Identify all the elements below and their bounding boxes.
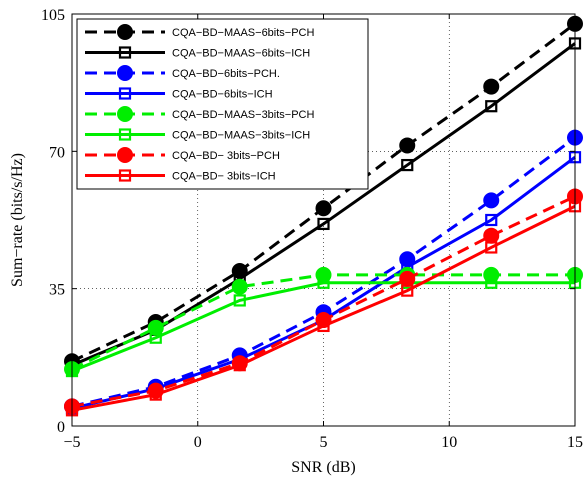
y-tick-label: 0 [57,419,65,436]
data-point [118,46,132,59]
legend-item: CQA−BD−MAAS−6bits−ICH [85,46,310,60]
y-axis-label: Sum−rate (bits/s/Hz) [9,153,26,287]
data-point [117,147,133,163]
data-point [317,276,330,289]
data-point [483,78,500,95]
data-point [118,169,132,182]
legend-label: CQA−BD− 3bits−PCH [172,150,280,162]
legend-label: CQA−BD−MAAS−6bits−PCH [172,27,315,39]
data-point [483,227,500,244]
legend: CQA−BD−MAAS−6bits−PCH CQA−BD−MAAS−6bits−I… [76,18,369,190]
legend-label: CQA−BD−MAAS−3bits−ICH [172,130,310,142]
data-point [231,278,248,295]
legend-label: CQA−BD− 3bits−ICH [172,171,276,183]
data-point [118,87,132,100]
data-point [401,158,414,172]
data-point [118,128,132,141]
data-point [117,24,133,40]
data-point [149,331,162,344]
legend-item: CQA−BD−MAAS−6bits−PCH [85,24,315,40]
series-line [71,204,576,412]
x-tick-label: 15 [567,434,583,451]
x-tick-label: 5 [320,434,328,451]
data-point [233,359,246,372]
data-point [485,100,498,113]
legend-item: CQA−BD−6bits−ICH [85,87,273,101]
data-point [399,137,416,154]
y-tick-label: 35 [49,282,65,299]
legend-label: CQA−BD−MAAS−6bits−ICH [172,48,310,60]
legend-item: CQA−BD−MAAS−3bits−ICH [85,128,310,142]
data-point [485,276,498,289]
data-point [317,319,330,333]
legend-item: CQA−BD− 3bits−ICH [85,169,276,183]
x-tick-label: 0 [194,434,202,451]
data-point [315,200,332,217]
y-tick-label: 105 [41,7,65,24]
y-tick-label: 70 [49,144,65,161]
x-axis-label: SNR (dB) [291,459,355,476]
data-point [317,217,330,231]
data-point [485,241,498,254]
data-point [233,294,246,307]
data-point [117,106,133,122]
data-point [485,213,498,227]
legend-item: CQA−BD− 3bits−PCH [85,147,280,163]
legend-item: CQA−BD−6bits−PCH. [85,65,280,81]
series-line [71,281,575,373]
legend-label: CQA−BD−6bits−PCH. [172,68,280,80]
x-tick-label: −5 [63,434,80,451]
legend-label: CQA−BD−MAAS−3bits−PCH [172,109,315,121]
legend-item: CQA−BD−MAAS−3bits−PCH [85,106,315,122]
data-point [401,284,414,297]
data-point [117,65,133,81]
data-point [483,192,500,209]
data-point [149,388,162,401]
legend-box [76,18,369,190]
x-tick-label: 10 [441,434,457,451]
data-point [399,270,416,287]
legend-label: CQA−BD−6bits−ICH [172,89,273,101]
